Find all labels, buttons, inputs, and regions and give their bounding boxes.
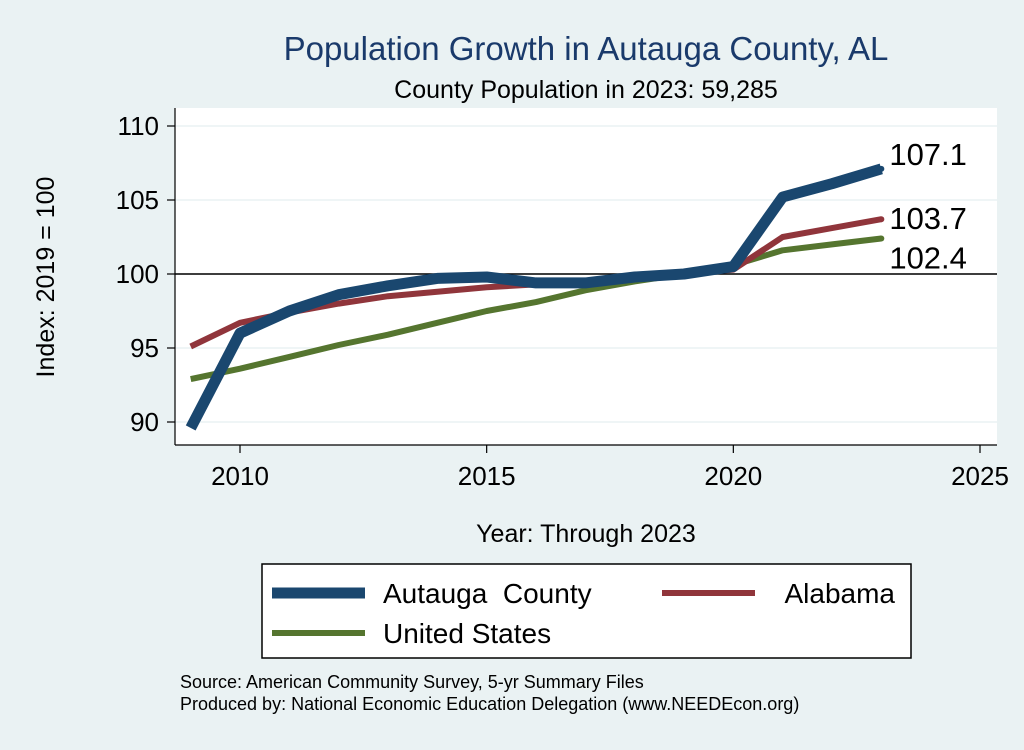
chart-subtitle: County Population in 2023: 59,285 [394, 76, 778, 104]
end-label-autauga: 107.1 [889, 137, 967, 172]
x-tick-label-2015: 2015 [458, 461, 516, 491]
legend-label-autauga: Autauga County [383, 578, 592, 609]
source-note: Source: American Community Survey, 5-yr … [180, 672, 644, 692]
x-axis-title: Year: Through 2023 [476, 520, 696, 548]
x-tick-label-2010: 2010 [211, 461, 269, 491]
series-line-united-states [190, 235, 882, 383]
x-tick-label-2020: 2020 [704, 461, 762, 491]
y-tick-label-90: 90 [130, 407, 159, 437]
series-end-point-autauga [878, 165, 885, 172]
series-end-point-alabama [878, 216, 885, 223]
chart-title: Population Growth in Autauga County, AL [284, 30, 889, 67]
series-lines [185, 163, 885, 431]
y-tick-label-110: 110 [118, 111, 159, 141]
produced-by-note: Produced by: National Economic Education… [180, 694, 799, 714]
legend-label-united-states: United States [383, 618, 551, 649]
x-tick-label-2025: 2025 [951, 461, 1009, 491]
x-axis-ticks: 2010 2015 2020 2025 [211, 445, 1009, 491]
legend-box [261, 563, 912, 659]
legend: Autauga County Alabama United States [261, 563, 912, 659]
y-tick-label-105: 105 [116, 185, 159, 215]
y-tick-label-95: 95 [130, 333, 159, 363]
end-labels: 107.1 103.7 102.4 [889, 137, 967, 276]
end-label-alabama: 103.7 [889, 201, 967, 236]
y-axis-ticks: 90 95 100 105 110 [116, 111, 175, 437]
y-tick-label-100: 100 [116, 259, 159, 289]
end-label-united-states: 102.4 [889, 240, 967, 275]
series-line-autauga [185, 163, 883, 431]
plot-area [175, 108, 997, 445]
legend-label-alabama: Alabama [784, 578, 895, 609]
y-axis-title: Index: 2019 = 100 [32, 177, 60, 378]
series-end-point-united-states [878, 235, 885, 242]
